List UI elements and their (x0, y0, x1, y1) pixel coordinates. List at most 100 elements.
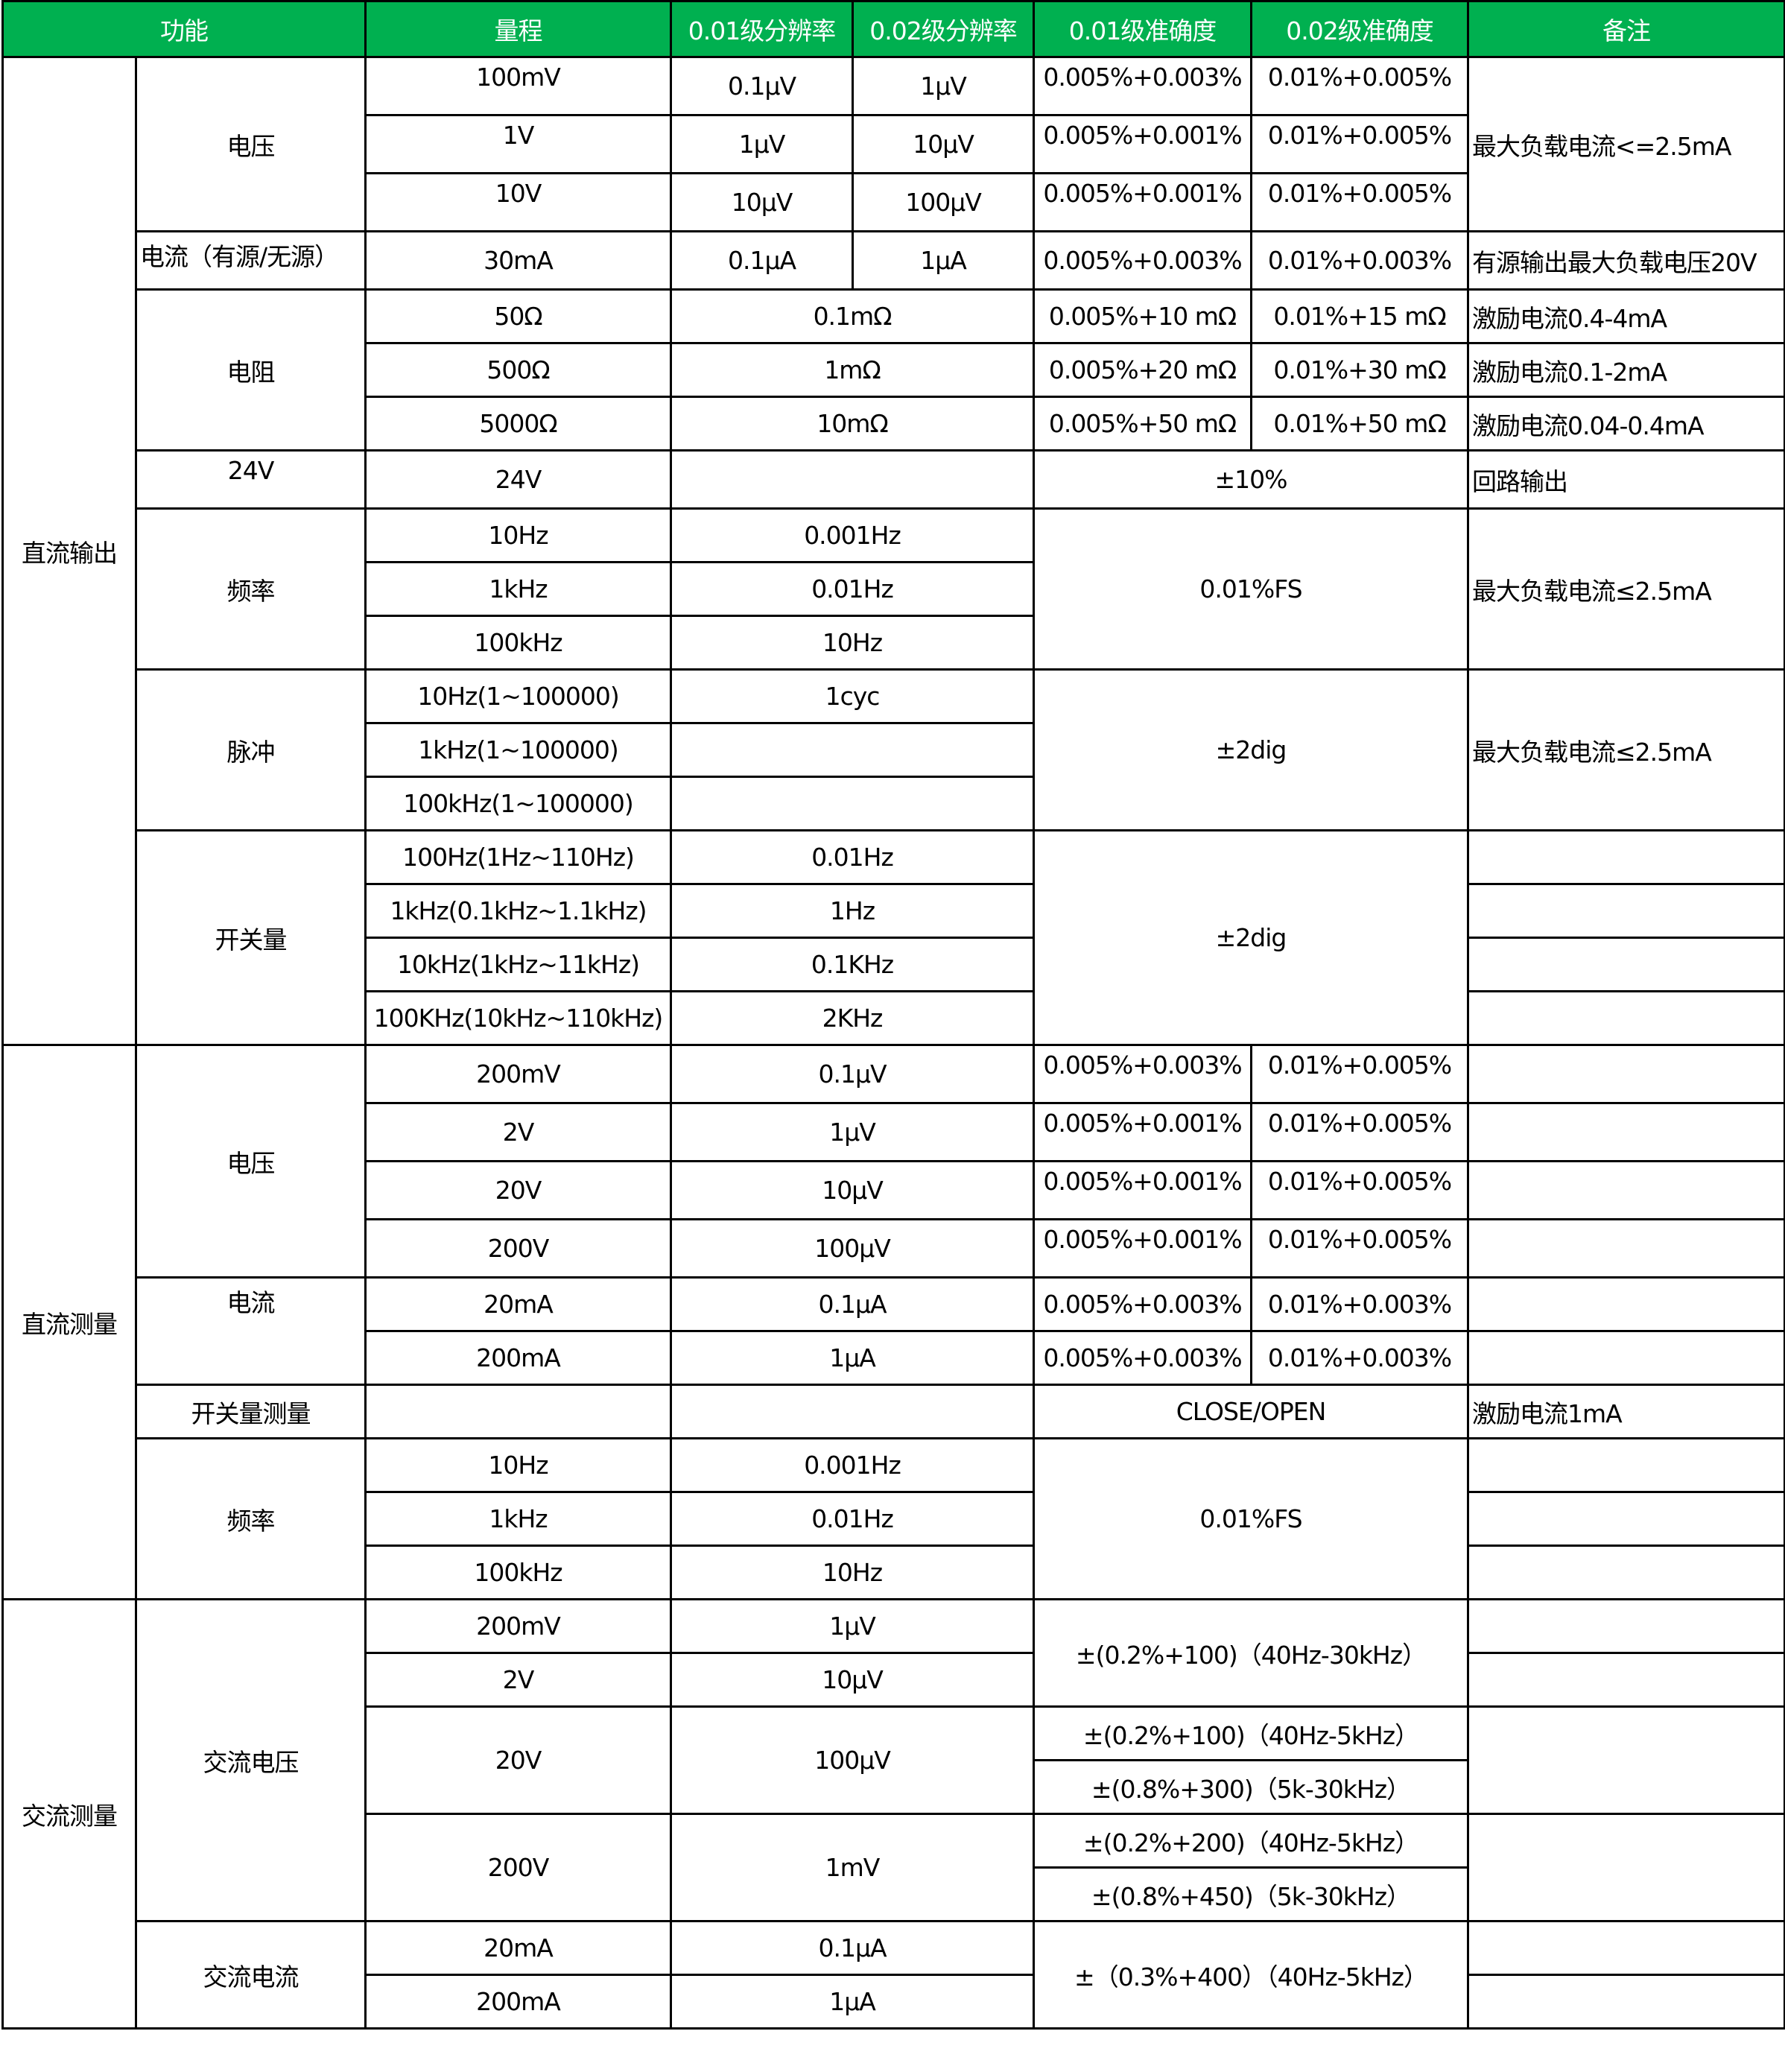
table-cell: 0.01Hz (670, 1491, 1035, 1547)
table-row: 100kHz 10Hz (3, 1545, 1785, 1600)
table-cell: 1μV (852, 56, 1035, 116)
table-row: 电流 20mA 0.1μA 0.005%+0.003% 0.01%+0.003% (3, 1276, 1785, 1386)
table-cell: 100mV (364, 56, 672, 116)
table-cell (1467, 1437, 1785, 1493)
table-row: 10V 10μV 100μV 0.005%+0.001% 0.01%+0.005% (3, 172, 1785, 232)
table-cell: 100μV (852, 172, 1035, 232)
table-cell (670, 776, 1035, 831)
table-cell: 2V (364, 1652, 672, 1708)
table-cell: 20mA (364, 1276, 672, 1332)
table-cell: 10Hz (670, 1545, 1035, 1600)
table-cell: ±2dig (1033, 829, 1469, 1046)
table-row: 200mA 1μA 0.005%+0.003% 0.01%+0.003% (3, 1330, 1785, 1386)
table-cell: 2V (364, 1102, 672, 1162)
table-cell: 1kHz (364, 1491, 672, 1547)
header-accuracy-002: 0.02级准确度 (1250, 0, 1469, 58)
table-cell (1467, 829, 1785, 885)
table-cell: 0.1μV (670, 56, 854, 116)
table-row: 1kHz(1~100000) (3, 722, 1785, 778)
table-cell: 5000Ω (364, 396, 672, 452)
table-cell: 0.005%+0.001% (1033, 1160, 1252, 1220)
table-cell: 最大负载电流<=2.5mA (1467, 56, 1785, 232)
table-cell: 脉冲 (135, 668, 367, 831)
table-cell: 1Hz (670, 883, 1035, 939)
table-cell: 1V (364, 114, 672, 174)
table-cell: 0.005%+10 mΩ (1033, 288, 1252, 344)
table-cell: ±10% (1033, 449, 1469, 510)
table-cell (1467, 1276, 1785, 1332)
table-cell: 10Hz (364, 507, 672, 563)
table-cell: 100μV (670, 1218, 1035, 1279)
table-cell: 电阻 (135, 288, 367, 452)
header-resolution-002: 0.02级分辨率 (852, 0, 1035, 58)
table-cell: 500Ω (364, 342, 672, 398)
table-cell: 0.01%+30 mΩ (1250, 342, 1469, 398)
table-cell: 2KHz (670, 990, 1035, 1046)
table-cell: 0.005%+0.003% (1033, 1276, 1252, 1332)
table-cell: 10μV (852, 114, 1035, 174)
table-cell: 0.01%+0.003% (1250, 230, 1469, 291)
table-cell: 0.1μV (670, 1044, 1035, 1104)
table-cell (1467, 1218, 1785, 1279)
table-cell: 10μV (670, 1160, 1035, 1220)
table-cell: 10μV (670, 172, 854, 232)
table-cell: 30mA (364, 230, 672, 291)
table-cell: 200mV (364, 1598, 672, 1654)
table-cell (1467, 937, 1785, 992)
table-cell: 0.005%+0.003% (1033, 230, 1252, 291)
header-resolution-001: 0.01级分辨率 (670, 0, 854, 58)
header-range: 量程 (364, 0, 672, 58)
table-row: 20V 100μV ±(0.2%+100)（40Hz-5kHz） (3, 1705, 1785, 1815)
table-cell: 1μA (852, 230, 1035, 291)
table-cell: 10Hz (364, 1437, 672, 1493)
table-cell: 1kHz(1~100000) (364, 722, 672, 778)
table-cell: 0.1μA (670, 1920, 1035, 1976)
table-cell: 10kHz(1kHz~11kHz) (364, 937, 672, 992)
table-cell: 电压 (135, 1044, 367, 1279)
table-cell: 10Hz (670, 615, 1035, 671)
header-row: 功能 量程 0.01级分辨率 0.02级分辨率 0.01级准确度 0.02级准确… (1, 0, 1785, 58)
table-cell: 0.01Hz (670, 829, 1035, 885)
table-cell: 1kHz(0.1kHz~1.1kHz) (364, 883, 672, 939)
table-cell: 0.005%+0.001% (1033, 114, 1252, 174)
table-cell: ±(0.2%+200)（40Hz-5kHz） (1033, 1813, 1469, 1869)
table-row: 开关量 100Hz(1Hz~110Hz) 0.01Hz ±2dig (3, 829, 1785, 1046)
table-cell: 200mA (364, 1330, 672, 1386)
table-row: 开关量测量 CLOSE/OPEN 激励电流1mA (3, 1384, 1785, 1439)
table-cell: 激励电流1mA (1467, 1384, 1785, 1439)
table-row: 频率 10Hz 0.001Hz 0.01%FS 最大负载电流≤2.5mA (3, 507, 1785, 671)
table-cell: 0.005%+50 mΩ (1033, 396, 1252, 452)
table-cell: 激励电流0.1-2mA (1467, 342, 1785, 398)
table-row: 1kHz 0.01Hz (3, 1491, 1785, 1547)
table-cell (1467, 1705, 1785, 1815)
table-cell: ±(0.2%+100)（40Hz-5kHz） (1033, 1705, 1469, 1761)
table-cell: 200V (364, 1218, 672, 1279)
table-cell: 100KHz(10kHz~110kHz) (364, 990, 672, 1046)
table-cell: 0.01%+0.005% (1250, 1044, 1469, 1104)
table-cell (670, 1384, 1035, 1439)
table-cell: 100Hz(1Hz~110Hz) (364, 829, 672, 885)
table-cell: 0.001Hz (670, 1437, 1035, 1493)
table-cell (1467, 883, 1785, 939)
table-cell: 0.005%+0.001% (1033, 1102, 1252, 1162)
table-cell: 交流电流 (135, 1920, 367, 2030)
table-cell: 24V (135, 449, 367, 510)
table-row: 直流输出 电压 100mV 0.1μV 1μV 0.005%+0.003% 0.01%+0.… (1, 56, 1785, 1046)
table-cell (1467, 1160, 1785, 1220)
table-row: 500Ω 1mΩ 0.005%+20 mΩ 0.01%+30 mΩ 激励电流0.1-2m… (3, 342, 1785, 398)
table-cell: CLOSE/OPEN (1033, 1384, 1469, 1439)
table-cell: 0.01%+0.005% (1250, 114, 1469, 174)
table-cell: 10V (364, 172, 672, 232)
table-cell: 10Hz(1~100000) (364, 668, 672, 724)
table-cell: 最大负载电流≤2.5mA (1467, 668, 1785, 831)
table-cell: 1cyc (670, 668, 1035, 724)
table-cell: 0.01%+15 mΩ (1250, 288, 1469, 344)
table-cell: 1μA (670, 1330, 1035, 1386)
table-cell: 0.01%+0.005% (1250, 1160, 1469, 1220)
table-row: 200mA 1μA (3, 1974, 1785, 2030)
header-notes: 备注 (1467, 0, 1785, 58)
table-cell: ±(0.8%+450)（5k-30kHz） (1033, 1866, 1469, 1922)
table-row: 2V 1μV 0.005%+0.001% 0.01%+0.005% (3, 1102, 1785, 1162)
table-cell: 0.005%+0.001% (1033, 172, 1252, 232)
table-cell: 20V (364, 1160, 672, 1220)
